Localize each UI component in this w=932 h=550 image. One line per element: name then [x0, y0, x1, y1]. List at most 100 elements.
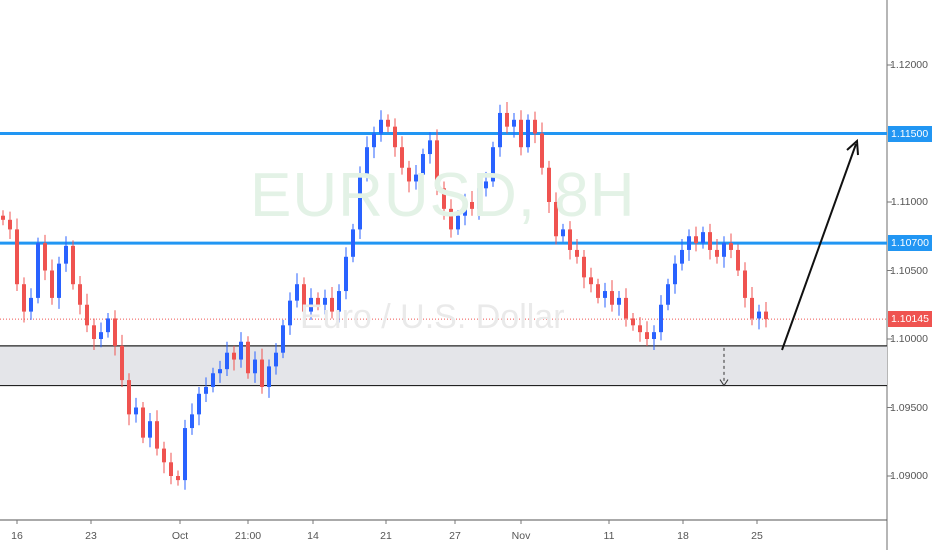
- candle-body: [624, 297, 628, 319]
- candle-body: [540, 133, 544, 168]
- candle-body: [260, 359, 264, 387]
- candle-body: [701, 232, 705, 244]
- candle-body: [295, 284, 299, 301]
- candle-body: [71, 245, 75, 285]
- candle-body: [393, 126, 397, 148]
- candle-body: [155, 421, 159, 449]
- candle-body: [477, 188, 481, 209]
- candle-body: [680, 249, 684, 264]
- candle-body: [239, 341, 243, 360]
- candle-body: [302, 284, 306, 312]
- projection-arrow: [781, 143, 857, 351]
- candle-body: [218, 369, 222, 374]
- candle-body: [36, 243, 40, 298]
- current-price-tag: 1.10145: [888, 311, 932, 328]
- candle-body: [561, 229, 565, 237]
- candle-body: [589, 277, 593, 285]
- candle-body: [645, 332, 649, 339]
- time-tick-label: 14: [307, 530, 319, 542]
- candle-body: [659, 304, 663, 333]
- candle-body: [400, 147, 404, 168]
- candle-body: [505, 112, 509, 127]
- candle-body: [106, 318, 110, 333]
- candle-body: [498, 112, 502, 148]
- candle-body: [197, 393, 201, 415]
- candle-body: [631, 318, 635, 326]
- description-watermark: Euro / U.S. Dollar: [300, 298, 565, 336]
- price-tick-label: 1.10500: [890, 264, 928, 277]
- candle-body: [449, 208, 453, 230]
- candle-body: [610, 291, 614, 305]
- level-price-tag: 1.11500: [888, 125, 932, 142]
- candle-body: [638, 325, 642, 333]
- candle-body: [29, 297, 33, 312]
- candle-body: [78, 284, 82, 305]
- candle-body: [519, 119, 523, 148]
- candle-body: [414, 174, 418, 182]
- time-tick-label: 16: [11, 530, 23, 542]
- candle-body: [232, 352, 236, 360]
- symbol-watermark: EURUSD, 8H: [250, 161, 636, 230]
- candle-body: [120, 345, 124, 381]
- candle-body: [50, 270, 54, 298]
- candle-body: [141, 407, 145, 438]
- candle-body: [533, 119, 537, 134]
- candle-body: [736, 249, 740, 271]
- candle-body: [708, 232, 712, 250]
- candle-body: [484, 181, 488, 189]
- candle-body: [547, 167, 551, 202]
- candle-body: [113, 318, 117, 346]
- candle-body: [652, 332, 656, 339]
- candle-body: [428, 140, 432, 155]
- candle-body: [673, 263, 677, 285]
- candle-body: [148, 421, 152, 438]
- candle-body: [225, 352, 229, 370]
- candle-body: [743, 270, 747, 298]
- candle-body: [617, 297, 621, 305]
- candle-body: [666, 284, 670, 305]
- candle-body: [309, 297, 313, 312]
- candle-body: [316, 297, 320, 305]
- candle-body: [85, 304, 89, 326]
- candle-body: [337, 291, 341, 312]
- candle-body: [715, 249, 719, 257]
- candle-body: [211, 373, 215, 387]
- candle-body: [190, 414, 194, 429]
- candle-body: [22, 284, 26, 312]
- price-tick-label: 1.12000: [890, 59, 928, 71]
- candle-body: [526, 119, 530, 148]
- candle-body: [729, 243, 733, 250]
- candle-body: [603, 291, 607, 298]
- support-zone: [0, 345, 887, 386]
- candle-body: [64, 245, 68, 264]
- candle-body: [99, 332, 103, 339]
- candle-body: [582, 256, 586, 278]
- candle-body: [386, 119, 390, 127]
- time-tick-label: 21:00: [234, 530, 262, 542]
- candle-body: [8, 219, 12, 230]
- candle-body: [162, 448, 166, 463]
- time-tick-label: 11: [603, 530, 615, 542]
- candle-body: [204, 386, 208, 394]
- candle-body: [281, 325, 285, 353]
- projection-arrowhead-icon: [846, 138, 859, 156]
- candle-body: [687, 236, 691, 250]
- candle-body: [694, 236, 698, 244]
- candle-body: [323, 297, 327, 305]
- candle-body: [463, 202, 467, 216]
- candle-body: [442, 188, 446, 209]
- candle-body: [344, 256, 348, 292]
- candle-body: [288, 300, 292, 326]
- measure-arrowhead-icon: [719, 379, 729, 387]
- candle-body: [722, 243, 726, 257]
- candle-body: [15, 229, 19, 285]
- candle-body: [330, 297, 334, 312]
- candle-body: [575, 249, 579, 257]
- candle-body: [274, 352, 278, 367]
- candle-body: [127, 380, 131, 415]
- candle-body: [596, 284, 600, 298]
- candle-body: [470, 202, 474, 209]
- candle-body: [134, 407, 138, 415]
- candle-body: [554, 202, 558, 237]
